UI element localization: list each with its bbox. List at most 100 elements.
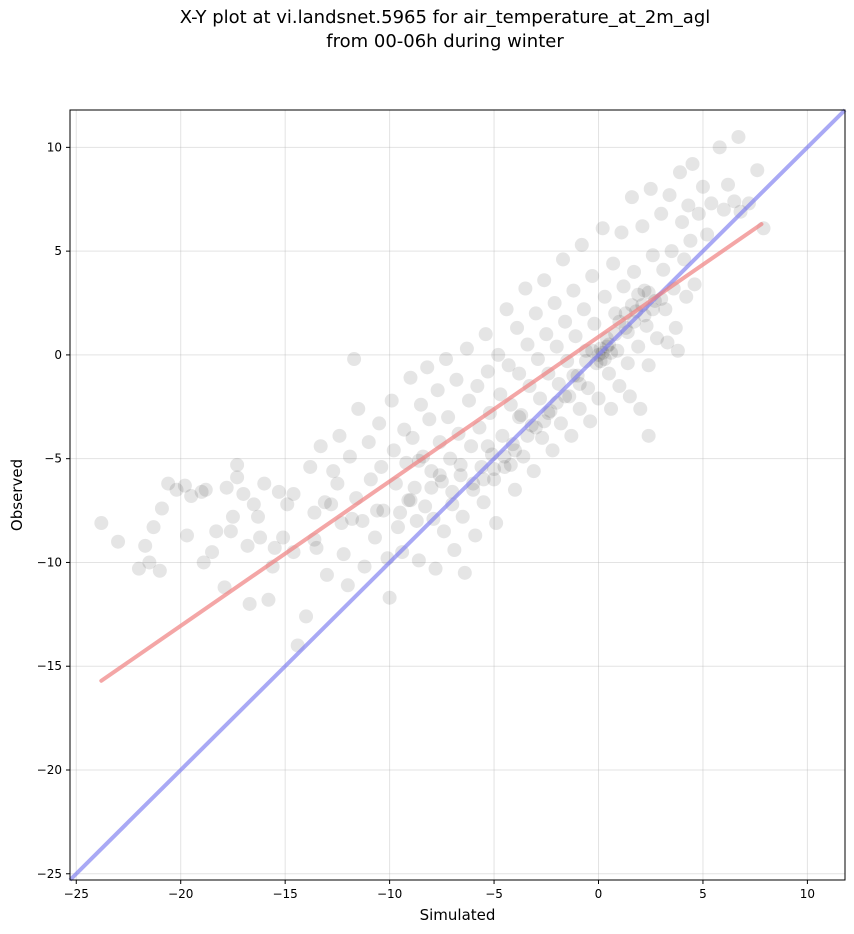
x-tick-label: 0 [595,887,603,901]
data-point [196,555,211,570]
data-point [608,306,623,321]
data-point [411,553,426,568]
data-point [604,345,619,360]
data-point [641,428,656,443]
data-point [361,435,376,450]
chart-title-line1: X-Y plot at vi.landsnet.5965 for air_tem… [179,7,711,28]
data-point [526,464,541,479]
data-point [524,418,539,433]
data-point [679,289,694,304]
data-point [597,352,612,367]
data-point [658,302,673,317]
data-point [664,244,679,259]
data-point [436,524,451,539]
data-point [276,530,291,545]
data-point [466,476,481,491]
data-point [572,376,587,391]
data-point [138,538,153,553]
data-point [453,457,468,472]
data-point [334,516,349,531]
data-point [413,397,428,412]
y-tick-label: 10 [47,140,62,154]
data-point [261,592,276,607]
data-point [608,327,623,342]
x-tick-label: −20 [168,887,193,901]
data-point [530,352,545,367]
data-point [154,501,169,516]
data-point [593,341,608,356]
data-point [230,470,245,485]
data-point [721,177,736,192]
data-point [432,468,447,483]
data-point [581,381,596,396]
data-point [326,464,341,479]
data-point [161,476,176,491]
data-point [111,534,126,549]
data-point [420,360,435,375]
data-point [568,329,583,344]
data-point [443,451,458,466]
data-point [631,339,646,354]
data-point [405,430,420,445]
data-point [347,352,362,367]
data-point [499,302,514,317]
data-point [662,188,677,203]
data-point [716,202,731,217]
data-point [441,410,456,425]
data-point [324,497,339,512]
data-point [520,428,535,443]
identity-line [68,108,847,882]
data-point [622,389,637,404]
data-point [514,408,529,423]
data-point [393,505,408,520]
data-point [422,412,437,427]
data-point [631,287,646,302]
data-point [251,509,266,524]
data-point [641,358,656,373]
x-tick-label: −25 [64,887,89,901]
data-point [209,524,224,539]
data-point [382,590,397,605]
data-point [177,478,192,493]
data-point [434,474,449,489]
data-point [635,219,650,234]
data-point [491,347,506,362]
x-tick-label: −5 [485,887,503,901]
data-point [510,320,525,335]
data-point [313,439,328,454]
data-point [624,298,639,313]
data-point [242,596,257,611]
y-tick-label: −15 [37,659,62,673]
x-tick-label: −10 [377,887,402,901]
data-point [225,509,240,524]
data-point [230,457,245,472]
data-point [685,156,700,171]
data-point [610,343,625,358]
data-point [539,327,554,342]
axis-ticks: −25 −20 −15 −10 −5 0 5 10 −25 −20 −15 −10 −5 0 5 10 [37,140,815,901]
data-point [480,364,495,379]
data-point [677,252,692,267]
data-point [712,140,727,155]
data-point [564,428,579,443]
data-point [493,387,508,402]
data-point [476,472,491,487]
data-point [372,416,387,431]
data-point [439,352,454,367]
data-point [518,281,533,296]
data-point [345,511,360,526]
data-point [142,555,157,570]
data-point [280,497,295,512]
data-point [572,401,587,416]
data-point [585,269,600,284]
data-point [528,420,543,435]
data-point [468,528,483,543]
data-point [660,335,675,350]
data-point [428,561,443,576]
data-point [637,283,652,298]
data-point [604,401,619,416]
data-point [704,196,719,211]
data-point [551,376,566,391]
data-point [727,194,742,209]
x-tick-label: 10 [800,887,815,901]
